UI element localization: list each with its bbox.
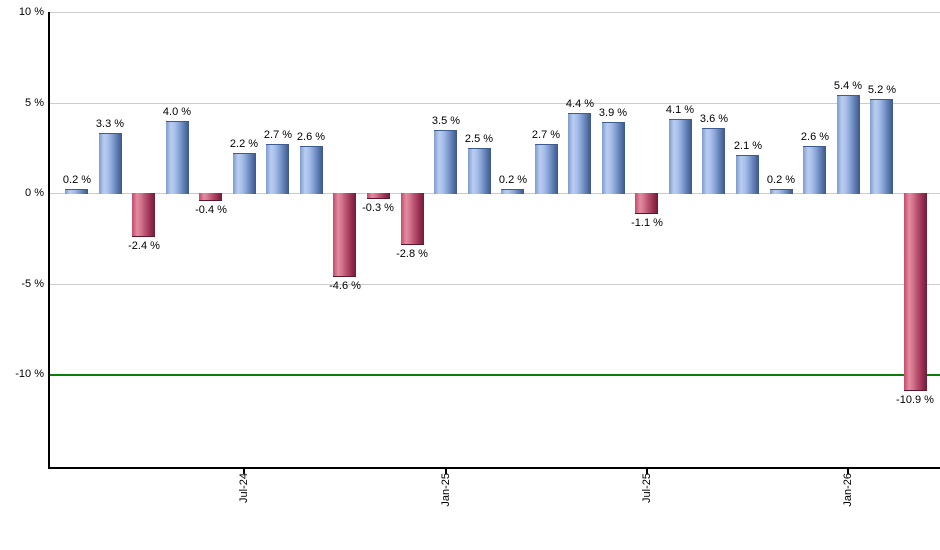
x-axis-tick — [243, 469, 245, 474]
bar[interactable] — [837, 95, 860, 194]
bar-value-label: 4.4 % — [565, 98, 595, 110]
bar[interactable] — [803, 146, 826, 194]
bar[interactable] — [333, 193, 356, 277]
bar-value-label: 2.5 % — [464, 133, 494, 145]
y-gridline — [48, 284, 940, 285]
bar[interactable] — [501, 189, 524, 194]
y-axis-tick-label: 10 % — [18, 6, 44, 18]
bar-value-label: -2.8 % — [396, 248, 428, 260]
bar[interactable] — [669, 119, 692, 194]
bar-value-label: 3.5 % — [431, 115, 461, 127]
bar-value-label: -0.4 % — [195, 204, 227, 216]
bar[interactable] — [602, 122, 625, 194]
bar[interactable] — [535, 144, 558, 194]
bar[interactable] — [367, 193, 390, 199]
y-axis-tick-label: -10 % — [15, 368, 44, 380]
bar-value-label: 0.2 % — [766, 174, 796, 186]
bar[interactable] — [702, 128, 725, 194]
bar-value-label: 2.6 % — [800, 131, 830, 143]
y-gridline — [48, 12, 940, 13]
bar-value-label: 0.2 % — [498, 174, 528, 186]
x-axis — [48, 467, 940, 469]
bar[interactable] — [233, 153, 256, 194]
bar-value-label: -2.4 % — [128, 240, 160, 252]
bar-value-label: 5.2 % — [867, 84, 897, 96]
y-gridline — [48, 103, 940, 104]
bar-value-label: 3.6 % — [699, 113, 729, 125]
bar[interactable] — [166, 121, 189, 194]
y-axis-tick-label: 5 % — [25, 97, 44, 109]
bar-value-label: -1.1 % — [631, 217, 663, 229]
x-axis-tick-label: Jul-25 — [641, 473, 653, 503]
x-axis-tick-label: Jan-26 — [842, 473, 854, 507]
reference-line — [48, 374, 940, 376]
bar-value-label: 2.2 % — [229, 138, 259, 150]
y-axis-tick-label: -5 % — [21, 278, 44, 290]
bar-value-label: 3.3 % — [95, 118, 125, 130]
bar[interactable] — [770, 189, 793, 194]
bar[interactable] — [635, 193, 658, 214]
bar[interactable] — [870, 99, 893, 194]
bar[interactable] — [266, 144, 289, 194]
bar-value-label: 5.4 % — [833, 80, 863, 92]
bar-value-label: 4.1 % — [665, 104, 695, 116]
x-axis-tick-label: Jul-24 — [238, 473, 250, 503]
bar[interactable] — [199, 193, 222, 201]
bar-value-label: -4.6 % — [329, 280, 361, 292]
bar[interactable] — [904, 193, 927, 391]
y-gridline — [48, 193, 940, 194]
bar[interactable] — [401, 193, 424, 245]
bar-value-label: 0.2 % — [62, 174, 92, 186]
bar-value-label: 3.9 % — [598, 107, 628, 119]
bar[interactable] — [468, 148, 491, 194]
bar[interactable] — [65, 189, 88, 194]
x-axis-tick — [847, 469, 849, 474]
x-axis-tick-label: Jan-25 — [440, 473, 452, 507]
bar[interactable] — [132, 193, 155, 237]
bar[interactable] — [99, 133, 122, 194]
bar-value-label: 2.6 % — [296, 131, 326, 143]
y-axis — [48, 12, 50, 467]
bar-value-label: 2.7 % — [531, 129, 561, 141]
bar-value-label: 2.1 % — [733, 140, 763, 152]
bar-value-label: 2.7 % — [263, 129, 293, 141]
x-axis-tick — [646, 469, 648, 474]
bar-value-label: -10.9 % — [896, 394, 934, 406]
bar[interactable] — [300, 146, 323, 194]
y-axis-tick-label: 0 % — [25, 187, 44, 199]
bar[interactable] — [736, 155, 759, 194]
x-axis-tick — [445, 469, 447, 474]
bar[interactable] — [434, 130, 457, 194]
bar[interactable] — [568, 113, 591, 194]
bar-value-label: 4.0 % — [162, 106, 192, 118]
bar-value-label: -0.3 % — [362, 202, 394, 214]
